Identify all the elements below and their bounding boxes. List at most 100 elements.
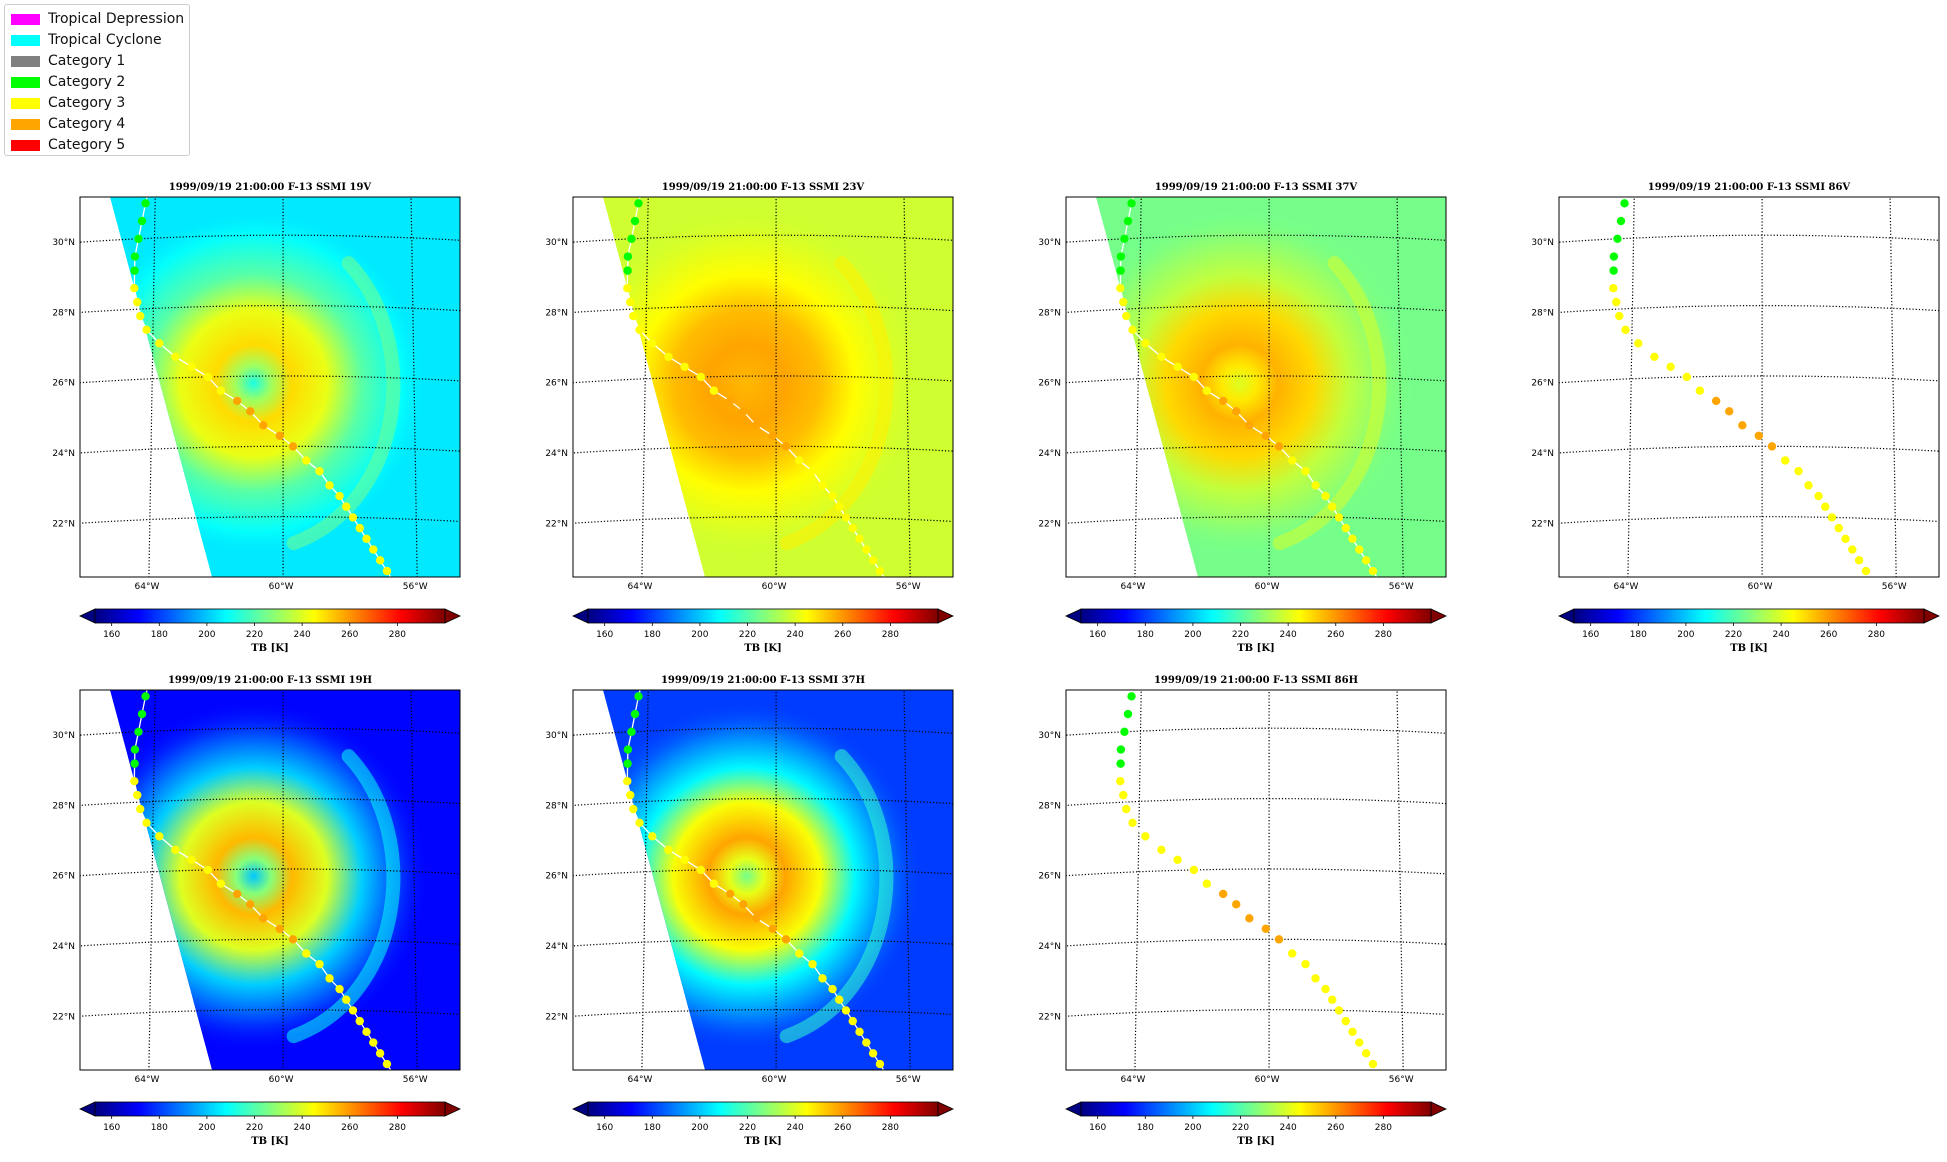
- track-point: [1202, 879, 1212, 888]
- track-point: [1624, 185, 1632, 193]
- parallel-line: [1559, 445, 1939, 454]
- colorbar-extend-high: [937, 1101, 954, 1117]
- lat-tick-label: 24°N: [1038, 942, 1061, 952]
- lat-tick-label: 26°N: [545, 872, 568, 882]
- track-point: [896, 1092, 904, 1100]
- track-point: [1827, 513, 1837, 522]
- colorbar-label: TB [K]: [1237, 643, 1275, 654]
- colorbar-tick-label: 220: [739, 1123, 756, 1133]
- track-point: [818, 974, 827, 983]
- lat-tick-label: 30°N: [52, 238, 75, 248]
- track-point: [1232, 900, 1241, 909]
- legend-label: Category 3: [48, 95, 126, 111]
- storm-track-line: [626, 690, 885, 1070]
- lat-tick-label: 28°N: [545, 801, 568, 811]
- colorbar-tick-label: 180: [151, 630, 168, 640]
- track-point: [1869, 578, 1877, 586]
- colorbar-body: [587, 608, 939, 624]
- track-point: [375, 556, 385, 565]
- colorbar-label: TB [K]: [1730, 643, 1768, 654]
- track-point: [1127, 692, 1136, 701]
- colorbar-tick-label: 260: [1820, 630, 1837, 640]
- colorbar: 160 180 200 220 240 260 280 TB [K]: [572, 608, 954, 654]
- rain-band: [779, 256, 894, 551]
- colorbar-extend-low: [1065, 1101, 1082, 1117]
- track-point: [1116, 759, 1125, 768]
- meridian-line: [903, 690, 911, 1070]
- colorbar: 160 180 200 220 240 260 280 TB [K]: [1558, 608, 1940, 654]
- track-point: [1355, 1038, 1364, 1047]
- track-point: [1116, 777, 1125, 786]
- panel-title: 1999/09/19 21:00:00 F-13 SSMI 86V: [1648, 182, 1851, 193]
- track-point: [725, 396, 735, 406]
- parallel-line: [80, 798, 460, 807]
- colorbar-tick-label: 240: [1280, 630, 1297, 640]
- track-point: [130, 745, 140, 754]
- track-point: [362, 534, 371, 544]
- track-point: [1202, 386, 1212, 395]
- panel-37h: 1999/09/19 21:00:00 F-13 SSMI 37H 22°N 24°…: [545, 675, 954, 1147]
- lon-tick-label: 56°W: [896, 1075, 921, 1085]
- colorbar-body: [587, 1101, 939, 1117]
- track-point: [1814, 491, 1823, 501]
- track-point: [355, 1016, 364, 1026]
- colorbar-tick-label: 220: [246, 630, 263, 640]
- colorbar: 160 180 200 220 240 260 280 TB [K]: [572, 1101, 954, 1147]
- meridian-line: [641, 197, 649, 577]
- track-point: [808, 466, 817, 476]
- colorbar-tick-label: 280: [1868, 630, 1885, 640]
- lon-tick-label: 64°W: [628, 582, 653, 592]
- track-point: [709, 879, 719, 888]
- track-point: [155, 832, 164, 841]
- rain-band: [779, 749, 894, 1044]
- panel-title: 1999/09/19 21:00:00 F-13 SSMI 37V: [1155, 182, 1358, 193]
- track-point: [855, 1027, 864, 1037]
- track-point: [1119, 790, 1128, 800]
- colorbar-tick-label: 260: [834, 630, 851, 640]
- lat-tick-label: 22°N: [1038, 1012, 1061, 1022]
- colorbar-tick-label: 200: [198, 630, 215, 640]
- track-point: [862, 545, 871, 554]
- panel-frame: [1558, 196, 1940, 578]
- lon-tick-label: 60°W: [1748, 582, 1773, 592]
- track-point: [1189, 865, 1199, 875]
- colorbar-tick-label: 280: [389, 630, 406, 640]
- track-point: [1334, 1006, 1344, 1015]
- meridian-line: [1396, 197, 1404, 577]
- parallel-line: [80, 445, 460, 454]
- legend-item: Tropical Depression: [11, 10, 184, 28]
- track-point: [868, 556, 878, 565]
- track-point: [768, 431, 777, 440]
- lat-tick-label: 24°N: [1038, 449, 1061, 459]
- track-point: [302, 949, 311, 958]
- panel-86v: 1999/09/19 21:00:00 F-13 SSMI 86V 22°N 24°…: [1531, 182, 1940, 654]
- track-point: [137, 216, 147, 226]
- meridian-line: [1627, 197, 1635, 577]
- track-point: [1321, 984, 1330, 994]
- track-point: [1341, 1016, 1350, 1026]
- colorbar-body: [1080, 608, 1432, 624]
- colorbar-tick-label: 200: [1184, 630, 1201, 640]
- track-point: [828, 491, 837, 501]
- legend-swatch: [11, 13, 40, 25]
- lon-tick-label: 60°W: [1255, 582, 1280, 592]
- meridian-line: [1889, 197, 1897, 577]
- colorbar-tick-label: 160: [1089, 630, 1106, 640]
- track-point: [375, 1049, 385, 1058]
- legend-item: Category 2: [11, 73, 125, 91]
- meridian-line: [148, 690, 156, 1070]
- track-point: [623, 745, 633, 754]
- track-point: [1328, 995, 1337, 1004]
- track-point: [325, 974, 334, 983]
- lon-tick-label: 56°W: [896, 582, 921, 592]
- parallel-line: [1066, 727, 1446, 736]
- track-point: [288, 935, 298, 944]
- parallel-line: [1559, 516, 1939, 524]
- meridian-line: [903, 197, 911, 577]
- lat-tick-label: 28°N: [1531, 308, 1554, 318]
- track-point: [141, 692, 150, 701]
- track-point: [315, 466, 324, 476]
- track-point: [883, 578, 891, 586]
- track-point: [1613, 234, 1622, 243]
- track-point: [259, 421, 268, 430]
